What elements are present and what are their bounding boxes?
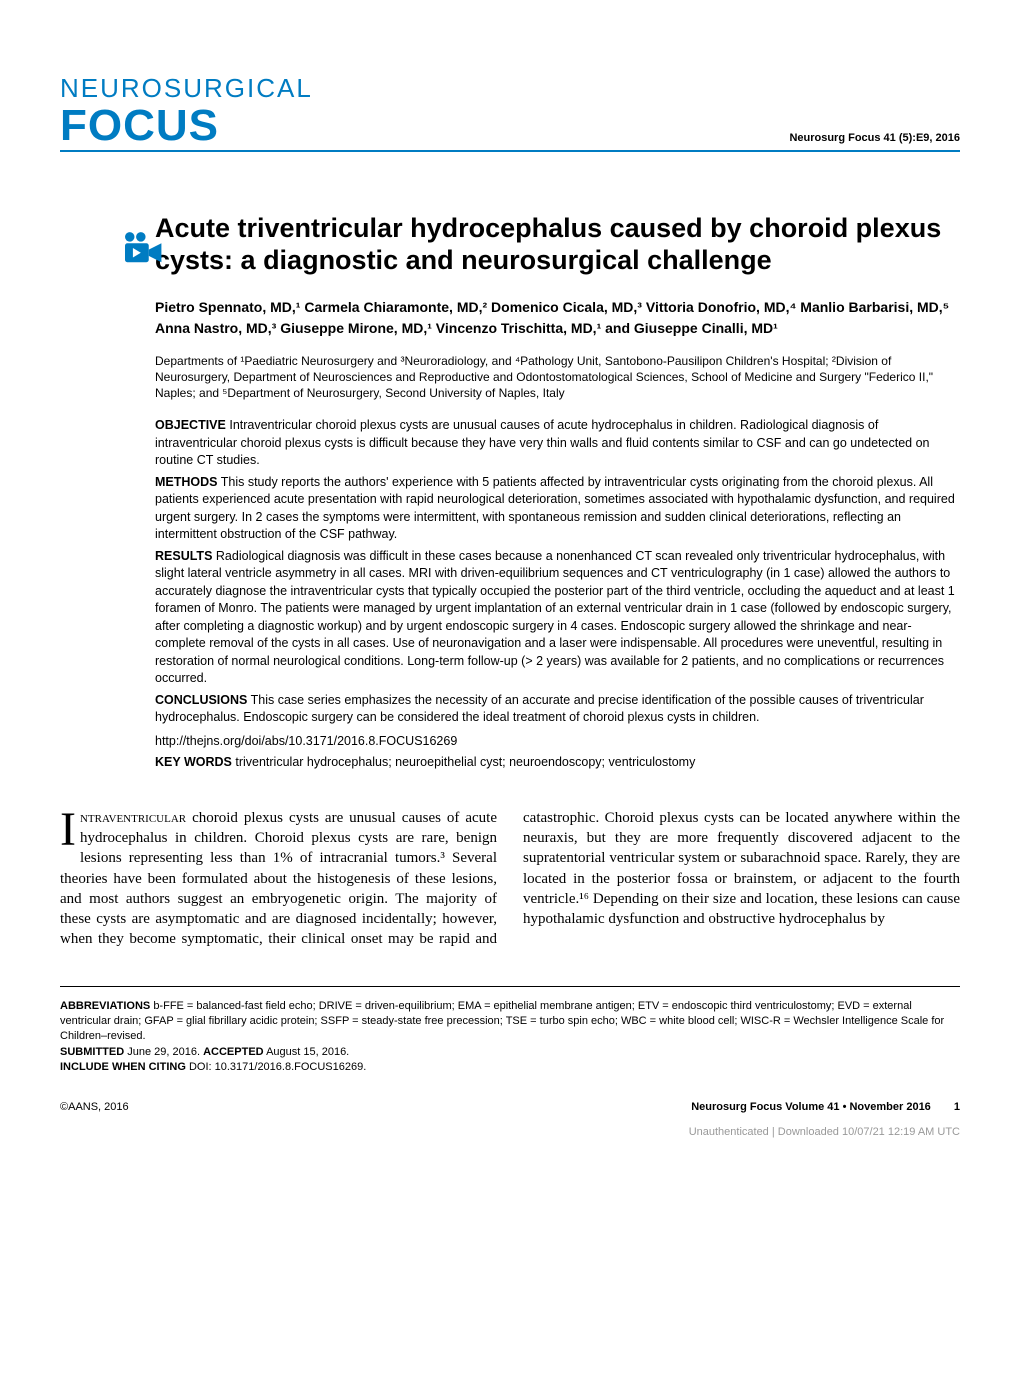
dropcap: I xyxy=(60,808,80,851)
intro-paragraph: Intraventricular choroid plexus cysts ar… xyxy=(60,808,960,950)
methods-text: This study reports the authors' experien… xyxy=(155,475,955,542)
abstract: OBJECTIVE Intraventricular choroid plexu… xyxy=(155,417,960,772)
citing-label: INCLUDE WHEN CITING xyxy=(60,1061,186,1073)
page: NEUROSURGICAL FOCUS Neurosurg Focus 41 (… xyxy=(0,0,1020,1386)
abstract-results: RESULTS Radiological diagnosis was diffi… xyxy=(155,548,960,688)
article-title: Acute triventricular hydrocephalus cause… xyxy=(155,212,960,277)
methods-label: METHODS xyxy=(155,475,218,489)
submitted-date: June 29, 2016. xyxy=(127,1046,200,1058)
citation-top: Neurosurg Focus 41 (5):E9, 2016 xyxy=(789,131,960,146)
abstract-objective: OBJECTIVE Intraventricular choroid plexu… xyxy=(155,417,960,470)
conclusions-text: This case series emphasizes the necessit… xyxy=(155,693,924,725)
abstract-conclusions: CONCLUSIONS This case series emphasizes … xyxy=(155,692,960,727)
page-footer: ©AANS, 2016 Neurosurg Focus Volume 41 • … xyxy=(60,1100,960,1115)
results-text: Radiological diagnosis was difficult in … xyxy=(155,549,955,686)
body-text: Intraventricular choroid plexus cysts ar… xyxy=(60,808,960,950)
affiliations: Departments of ¹Paediatric Neurosurgery … xyxy=(155,353,960,402)
intro-text: choroid plexus cysts are unusual causes … xyxy=(60,810,960,948)
authors: Pietro Spennato, MD,¹ Carmela Chiaramont… xyxy=(155,297,960,339)
citing-line: INCLUDE WHEN CITING DOI: 10.3171/2016.8.… xyxy=(60,1060,960,1075)
article-header-block: Acute triventricular hydrocephalus cause… xyxy=(155,212,960,772)
footer-separator xyxy=(60,986,960,987)
copyright: ©AANS, 2016 xyxy=(60,1100,129,1115)
objective-text: Intraventricular choroid plexus cysts ar… xyxy=(155,418,929,467)
video-icon xyxy=(125,232,163,269)
doi-link[interactable]: http://thejns.org/doi/abs/10.3171/2016.8… xyxy=(155,733,960,751)
download-stamp: Unauthenticated | Downloaded 10/07/21 12… xyxy=(60,1125,960,1140)
journal-header: NEUROSURGICAL FOCUS Neurosurg Focus 41 (… xyxy=(60,70,960,152)
keywords-label: KEY WORDS xyxy=(155,755,232,769)
page-number: 1 xyxy=(954,1101,960,1113)
conclusions-label: CONCLUSIONS xyxy=(155,693,247,707)
submitted-label: SUBMITTED xyxy=(60,1046,124,1058)
keywords: KEY WORDS triventricular hydrocephalus; … xyxy=(155,754,960,772)
keywords-text: triventricular hydrocephalus; neuroepith… xyxy=(235,755,695,769)
dates-line: SUBMITTED June 29, 2016. ACCEPTED August… xyxy=(60,1045,960,1060)
journal-logo: NEUROSURGICAL FOCUS xyxy=(60,70,313,146)
results-label: RESULTS xyxy=(155,549,212,563)
accepted-label: ACCEPTED xyxy=(203,1046,264,1058)
abbrev-label: ABBREVIATIONS xyxy=(60,1000,150,1012)
journal-name-line2: FOCUS xyxy=(60,106,313,146)
issue-info: Neurosurg Focus Volume 41 • November 201… xyxy=(691,1100,960,1115)
abbreviations-line: ABBREVIATIONS b-FFE = balanced-fast fiel… xyxy=(60,999,960,1045)
abstract-methods: METHODS This study reports the authors' … xyxy=(155,474,960,544)
smallcaps-lead: ntraventricular xyxy=(80,810,186,826)
citing-text: DOI: 10.3171/2016.8.FOCUS16269. xyxy=(189,1061,366,1073)
objective-label: OBJECTIVE xyxy=(155,418,226,432)
issue-text: Neurosurg Focus Volume 41 • November 201… xyxy=(691,1101,931,1113)
abbrev-text: b-FFE = balanced-fast field echo; DRIVE … xyxy=(60,1000,944,1043)
accepted-date: August 15, 2016. xyxy=(266,1046,349,1058)
footer-metadata: ABBREVIATIONS b-FFE = balanced-fast fiel… xyxy=(60,999,960,1076)
